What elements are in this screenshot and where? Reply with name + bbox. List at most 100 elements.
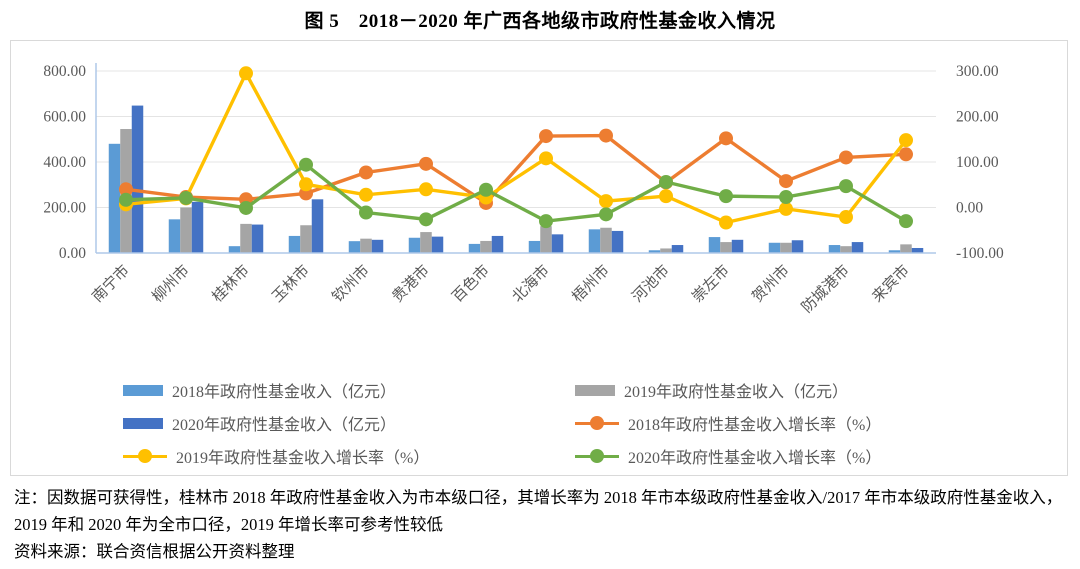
x-tick-label: 桂林市: [209, 262, 253, 306]
bar: [491, 235, 504, 253]
line-series: [125, 162, 907, 223]
bar: [660, 248, 672, 253]
line-marker: [539, 129, 553, 144]
bar: [191, 201, 204, 253]
legend-label: 2019年政府性基金收入增长率（%）: [176, 450, 430, 467]
bar: [311, 199, 324, 253]
line-marker: [839, 179, 853, 194]
line-marker: [239, 200, 253, 215]
line-marker: [299, 177, 313, 192]
x-tick-label: 南宁市: [89, 262, 133, 306]
legend-label: 2020年政府性基金收入（亿元）: [172, 417, 397, 434]
line-marker: [539, 151, 553, 166]
bar: [600, 227, 612, 253]
bar: [828, 245, 841, 253]
bar: [720, 242, 732, 253]
bar: [671, 245, 684, 253]
line-marker: [719, 215, 733, 230]
bar: [780, 242, 792, 253]
legend-label: 2018年政府性基金收入（亿元）: [172, 384, 397, 401]
legend-item: 2018年政府性基金收入增长率（%）: [575, 410, 1067, 436]
bar: [708, 237, 721, 253]
line-marker: [779, 174, 793, 189]
y-axis-label-right: 0.00: [956, 200, 983, 217]
line-marker: [659, 189, 673, 204]
line-marker: [779, 201, 793, 216]
line-marker: [359, 165, 373, 180]
bar: [768, 242, 781, 253]
bar: [648, 250, 661, 253]
line-marker: [719, 189, 733, 204]
bar: [180, 207, 192, 253]
line-marker: [599, 194, 613, 209]
legend-marker: [590, 449, 604, 463]
line-marker: [419, 156, 433, 171]
bar: [168, 219, 181, 253]
bar: [240, 223, 252, 253]
bar: [288, 235, 301, 253]
line-marker: [359, 205, 373, 220]
bar: [108, 143, 121, 253]
line-marker: [779, 190, 793, 205]
line-marker: [899, 214, 913, 229]
x-tick-label: 河池市: [629, 262, 673, 306]
legend-line-swatch-icon: [575, 449, 619, 463]
line-marker: [839, 210, 853, 225]
line-marker: [899, 133, 913, 148]
line-marker: [179, 190, 193, 205]
bar: [851, 242, 864, 253]
bar: [468, 243, 481, 253]
line-marker: [719, 131, 733, 146]
legend-marker: [138, 449, 152, 463]
chart-legend: 2018年政府性基金收入（亿元） 2019年政府性基金收入（亿元） 2020年政府性…: [11, 377, 1067, 469]
line-marker: [419, 212, 433, 227]
line-series: [125, 133, 907, 206]
y-axis-label-left: 0.00: [59, 245, 86, 262]
chart-container: 800.00 300.00 600.00 200.00 400.00 100.00 200.…: [10, 40, 1068, 476]
bar: [131, 105, 144, 253]
y-axis-label-right: 100.00: [956, 154, 999, 171]
legend-line-swatch-icon: [575, 416, 619, 430]
x-tick-label: 崇左市: [689, 262, 733, 306]
footnotes: 注：因数据可获得性，桂林市 2018 年政府性基金收入为市本级口径，其增长率为 …: [14, 484, 1066, 565]
bar: [731, 239, 744, 253]
line-series: [125, 69, 908, 225]
bar: [228, 246, 241, 253]
bar: [911, 247, 924, 253]
bar: [588, 229, 601, 253]
bar: [300, 225, 312, 253]
legend-item: 2020年政府性基金收入增长率（%）: [575, 443, 1067, 469]
x-tick-label: 北海市: [509, 262, 553, 306]
line-marker: [839, 150, 853, 165]
legend-label: 2020年政府性基金收入增长率（%）: [628, 450, 882, 467]
x-tick-label: 玉林市: [269, 262, 313, 306]
bar: [791, 240, 804, 253]
legend-label: 2018年政府性基金收入增长率（%）: [628, 417, 882, 434]
legend-bar-swatch-icon: [123, 384, 163, 396]
bar: [900, 244, 912, 253]
x-tick-label: 防城港市: [798, 262, 852, 316]
x-tick-label: 贵港市: [389, 262, 433, 306]
bar: [251, 224, 264, 253]
bar: [348, 241, 361, 253]
line-marker: [659, 175, 673, 190]
y-axis-label-left: 200.00: [43, 200, 86, 217]
legend-item: 2019年政府性基金收入（亿元）: [575, 377, 1067, 403]
legend-bar-swatch-icon: [575, 384, 615, 396]
y-axis-label-left: 400.00: [43, 154, 86, 171]
bar: [420, 232, 432, 253]
line-marker: [539, 214, 553, 229]
x-tick-label: 梧州市: [569, 262, 613, 306]
bar: [888, 250, 901, 253]
y-axis-label-left: 600.00: [43, 109, 86, 126]
legend-bar-swatch-icon: [123, 417, 163, 429]
legend-item: 2020年政府性基金收入（亿元）: [123, 410, 575, 436]
y-axis-label-left: 800.00: [43, 63, 86, 80]
figure-title: 图 5 2018－2020 年广西各地级市政府性基金收入情况: [304, 11, 776, 32]
line-marker: [119, 182, 133, 197]
legend-label: 2019年政府性基金收入（亿元）: [624, 384, 849, 401]
line-marker: [899, 147, 913, 162]
line-marker: [599, 128, 613, 143]
y-axis-label-right: 200.00: [956, 109, 999, 126]
